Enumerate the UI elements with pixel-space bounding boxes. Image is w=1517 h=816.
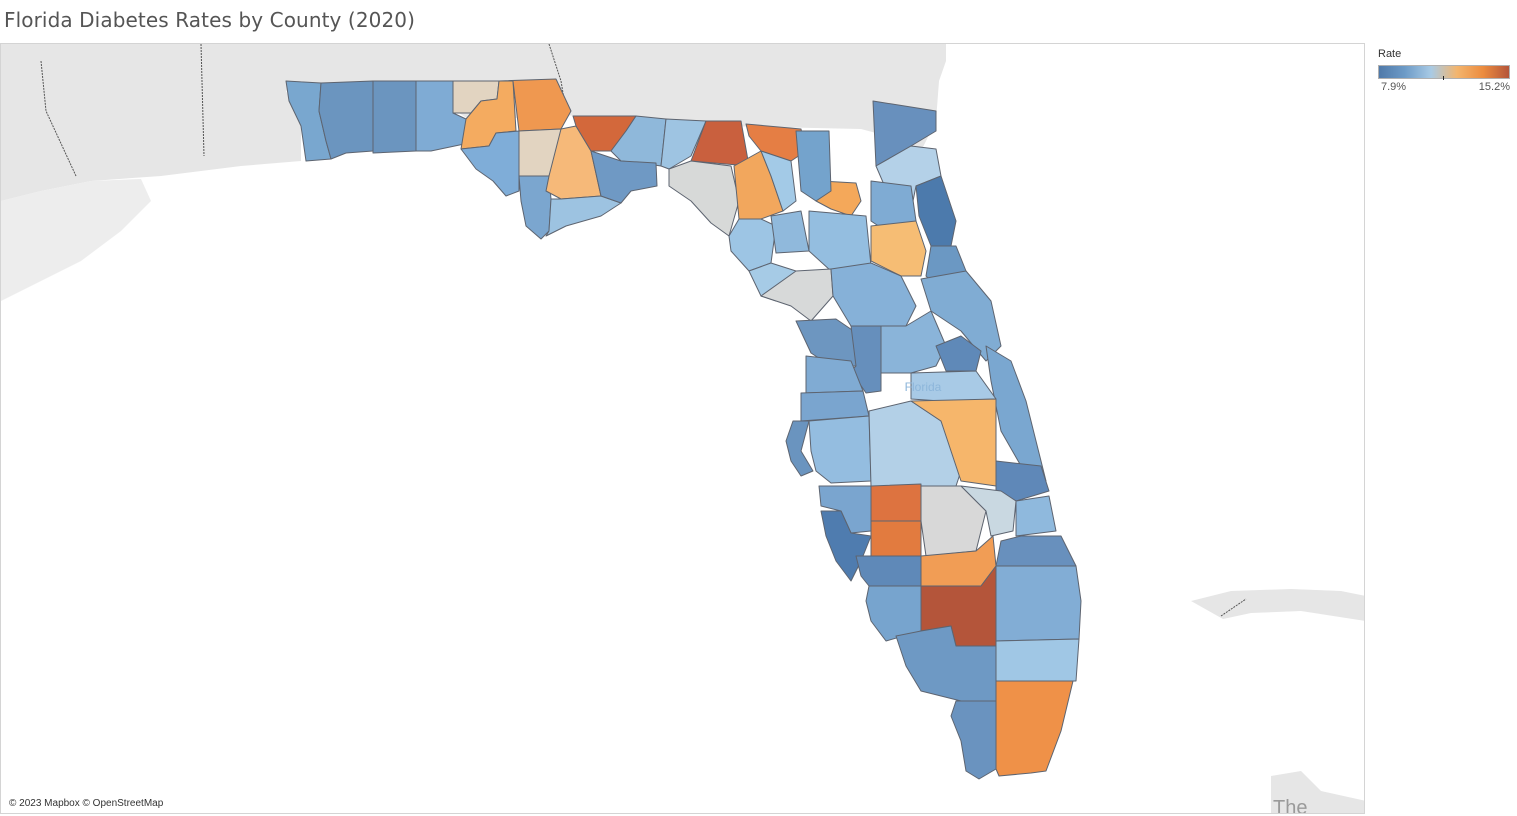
county-monroe[interactable] xyxy=(950,700,997,780)
county-putnam[interactable] xyxy=(870,220,927,277)
county-osceola[interactable] xyxy=(910,398,997,487)
county-martin[interactable] xyxy=(995,535,1077,567)
region-label: Florida xyxy=(905,380,942,394)
georgia-alabama-landmass xyxy=(1,44,946,201)
county-lafayette[interactable] xyxy=(728,218,777,272)
county-okeechobee[interactable] xyxy=(960,485,1017,537)
county-nassau[interactable] xyxy=(872,100,937,167)
chart-title: Florida Diabetes Rates by County (2020) xyxy=(4,8,416,32)
legend-midpoint-tick xyxy=(1443,76,1444,80)
county-okaloosa[interactable] xyxy=(372,80,417,154)
county-union-bradford[interactable] xyxy=(795,130,832,202)
county-hillsborough[interactable] xyxy=(808,415,872,484)
county-franklin[interactable] xyxy=(545,195,622,237)
color-legend: Rate 7.9% 15.2% xyxy=(1378,48,1514,95)
county-st-lucie[interactable] xyxy=(1015,495,1057,537)
county-charlotte[interactable] xyxy=(855,555,922,587)
county-gulf[interactable] xyxy=(518,175,552,240)
county-jefferson[interactable] xyxy=(660,118,707,170)
county-alachua[interactable] xyxy=(808,210,872,272)
gulf-coast-landmass xyxy=(1,179,151,301)
county-wakulla[interactable] xyxy=(590,150,658,204)
florida-choropleth-map[interactable]: Florida The xyxy=(1,44,1365,814)
corner-label: The xyxy=(1273,797,1307,814)
map-attribution[interactable]: © 2023 Mapbox © OpenStreetMap xyxy=(9,798,164,809)
bahamas-landmass xyxy=(1191,589,1364,621)
county-bay[interactable] xyxy=(460,130,520,197)
cuba-landmass xyxy=(1271,771,1364,813)
county-broward[interactable] xyxy=(995,638,1080,682)
county-st-johns[interactable] xyxy=(915,175,957,247)
basemap xyxy=(1,44,1364,813)
state-border-line-2 xyxy=(548,44,567,112)
legend-title: Rate xyxy=(1378,48,1402,60)
map-view[interactable]: Florida The © 2023 Mapbox © OpenStreetMa… xyxy=(0,43,1365,814)
county-columbia[interactable] xyxy=(760,150,797,212)
county-taylor[interactable] xyxy=(668,160,740,237)
state-border-line xyxy=(200,44,205,157)
county-miami-dade[interactable] xyxy=(995,680,1074,777)
legend-max-label: 15.2% xyxy=(1478,81,1510,93)
county-palm-beach[interactable] xyxy=(995,565,1082,642)
county-seminole[interactable] xyxy=(935,335,982,372)
county-indian-river[interactable] xyxy=(995,460,1050,502)
counties-layer[interactable] xyxy=(285,78,1082,780)
county-pinellas[interactable] xyxy=(785,420,814,477)
legend-gradient-bar xyxy=(1378,65,1510,80)
legend-min-label: 7.9% xyxy=(1381,81,1407,93)
county-gilchrist[interactable] xyxy=(770,210,810,254)
state-border-line-4 xyxy=(1220,598,1247,617)
state-border-line-3 xyxy=(40,60,77,177)
county-hardee[interactable] xyxy=(870,483,922,522)
county-desoto[interactable] xyxy=(870,520,922,557)
